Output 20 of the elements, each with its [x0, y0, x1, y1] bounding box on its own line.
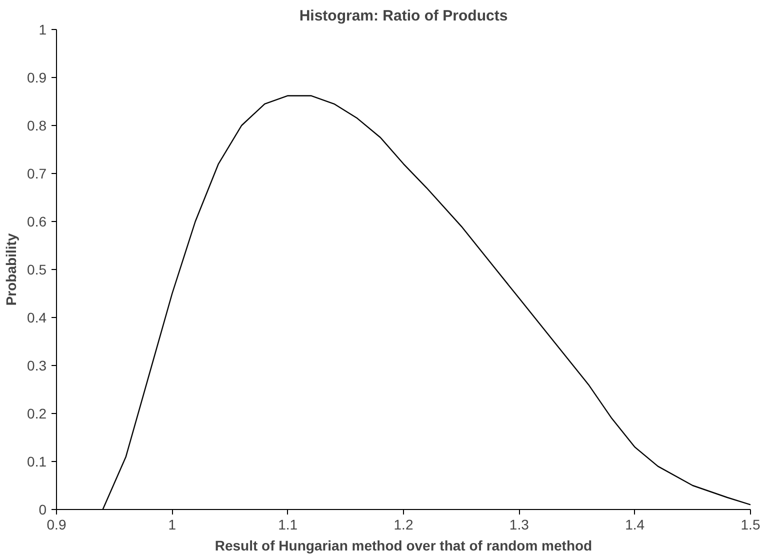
- y-tick-label: 0.4: [27, 310, 47, 326]
- y-axis-title: Probability: [3, 233, 20, 306]
- y-tick-label: 1: [38, 22, 47, 38]
- y-tick-label: 0.8: [27, 118, 47, 134]
- y-tick-label: 0.6: [27, 214, 47, 230]
- y-tick-label: 0.9: [27, 70, 47, 86]
- x-tick-label: 1.3: [509, 516, 530, 532]
- y-tick-label: 0.1: [27, 454, 47, 470]
- x-tick-label: 1.5: [740, 516, 760, 532]
- x-tick-label: 1: [168, 516, 176, 532]
- y-tick-label: 0.3: [27, 358, 47, 374]
- y-tick-label: 0.7: [27, 166, 47, 182]
- x-tick-label: 1.2: [394, 516, 414, 532]
- x-tick-label: 1.1: [278, 516, 298, 532]
- chart-title: Histogram: Ratio of Products: [299, 8, 508, 24]
- y-tick-label: 0.2: [27, 406, 47, 422]
- y-tick-label: 0: [38, 502, 47, 518]
- x-tick-label: 1.4: [625, 516, 645, 532]
- x-axis-title: Result of Hungarian method over that of random method: [214, 538, 592, 554]
- y-tick-label: 0.5: [27, 262, 47, 278]
